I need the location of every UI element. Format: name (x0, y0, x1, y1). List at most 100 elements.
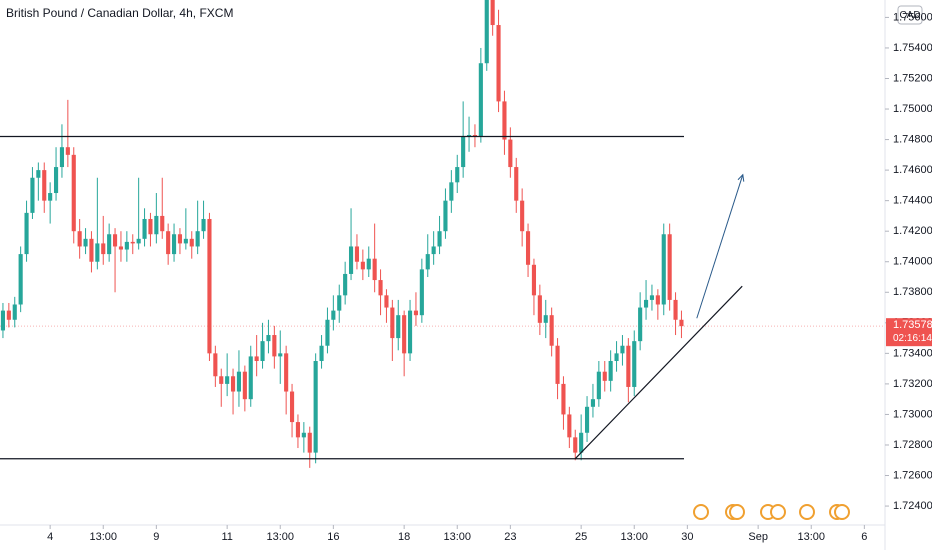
candle-body (242, 371, 247, 400)
candle-body (166, 231, 171, 255)
candle-body (6, 310, 11, 320)
y-tick-label: 1.73800 (893, 286, 932, 298)
candle-body (142, 218, 147, 239)
candle-body (337, 295, 342, 311)
price-tag-label: 1.73578 (893, 319, 932, 331)
candle-body (83, 238, 88, 247)
y-tick-label: 1.74000 (893, 256, 932, 268)
x-tick-label: 9 (153, 531, 159, 543)
candle-body (596, 371, 601, 400)
countdown-label: 02:16:14 (893, 333, 932, 344)
currency-box[interactable] (897, 5, 923, 25)
candle-body (148, 218, 153, 235)
candle-body (0, 310, 6, 331)
y-tick-label: 1.75400 (893, 42, 932, 54)
candle-body (632, 341, 637, 387)
y-tick-label: 1.75600 (893, 11, 932, 23)
candle-body (219, 376, 224, 384)
arrow-line (696, 174, 744, 319)
candle-body (319, 345, 324, 361)
candle-body (177, 234, 183, 244)
candle-body (18, 254, 23, 305)
candle-body (673, 299, 678, 320)
candle-body (584, 406, 590, 433)
candle-body (171, 234, 177, 255)
x-tick-label: 30 (681, 531, 693, 543)
candle-body (620, 345, 625, 354)
y-tick-label: 1.75200 (893, 72, 932, 84)
event-icon[interactable] (693, 504, 709, 520)
candle-body (95, 243, 100, 262)
candle-body (449, 182, 454, 201)
candle-body (266, 335, 271, 342)
candle-body (254, 356, 259, 361)
x-tick-label: 16 (327, 531, 339, 543)
event-icon[interactable] (834, 504, 850, 520)
candle-body (602, 371, 607, 381)
candle-body (59, 147, 65, 168)
candle-body (154, 215, 159, 235)
candle-body (12, 304, 17, 320)
candle-body (472, 134, 478, 137)
currency-label[interactable]: CAD (899, 10, 920, 21)
x-tick-label: 13:00 (620, 531, 648, 543)
candle-body (65, 147, 70, 155)
y-tick-label: 1.72400 (893, 500, 932, 512)
candle-body (53, 167, 59, 194)
x-tick-label: 13:00 (797, 531, 825, 543)
candle-body (638, 307, 643, 342)
candle-body (348, 246, 354, 274)
price-tag (886, 318, 932, 347)
candle-body (136, 238, 141, 244)
candle-body (437, 231, 442, 247)
candle-body (366, 258, 371, 270)
candle-body (407, 310, 413, 354)
candle-body (36, 170, 41, 178)
candle-body (549, 315, 554, 346)
candle-body (567, 414, 572, 438)
x-tick-label: 6 (861, 531, 867, 543)
candle-body (573, 437, 578, 453)
candle-body (272, 335, 277, 357)
y-tick-label: 1.72600 (893, 469, 932, 481)
x-tick-label: 23 (504, 531, 516, 543)
chart-title: British Pound / Canadian Dollar, 4h, FXC… (6, 6, 233, 20)
candle-body (71, 154, 76, 232)
event-icons (693, 504, 850, 520)
candle-body (313, 360, 318, 453)
candle-body (189, 238, 194, 247)
candle-body (378, 280, 383, 296)
candle-body (124, 241, 129, 250)
candle-body (295, 422, 301, 438)
candle-body (555, 345, 560, 384)
candle-body (679, 319, 684, 327)
candle-body (431, 246, 436, 255)
y-tick-label: 1.74800 (893, 133, 932, 145)
candle-body (531, 264, 537, 296)
x-tick-label: 13:00 (443, 531, 471, 543)
candle-body (561, 383, 566, 415)
candle-body (655, 295, 660, 305)
event-icon[interactable] (799, 504, 815, 520)
candle-body (396, 315, 401, 339)
candle-body (354, 246, 360, 262)
candle-body (24, 212, 29, 255)
event-icon[interactable] (729, 504, 745, 520)
candle-body (390, 307, 395, 339)
candle-body (207, 218, 212, 354)
trend-line (574, 285, 743, 460)
event-icon[interactable] (770, 504, 786, 520)
x-tick-label: 13:00 (89, 531, 117, 543)
candle-body (195, 231, 200, 247)
candle-body (183, 238, 188, 244)
candle-body (443, 200, 448, 232)
candle-body (425, 254, 430, 270)
candle-body (490, 0, 495, 26)
x-tick-label: 25 (575, 531, 587, 543)
x-tick-label: 4 (47, 531, 53, 543)
candle-body (514, 167, 519, 201)
x-tick-label: Sep (748, 531, 768, 543)
candle-body (118, 246, 124, 250)
candle-body (502, 101, 507, 140)
